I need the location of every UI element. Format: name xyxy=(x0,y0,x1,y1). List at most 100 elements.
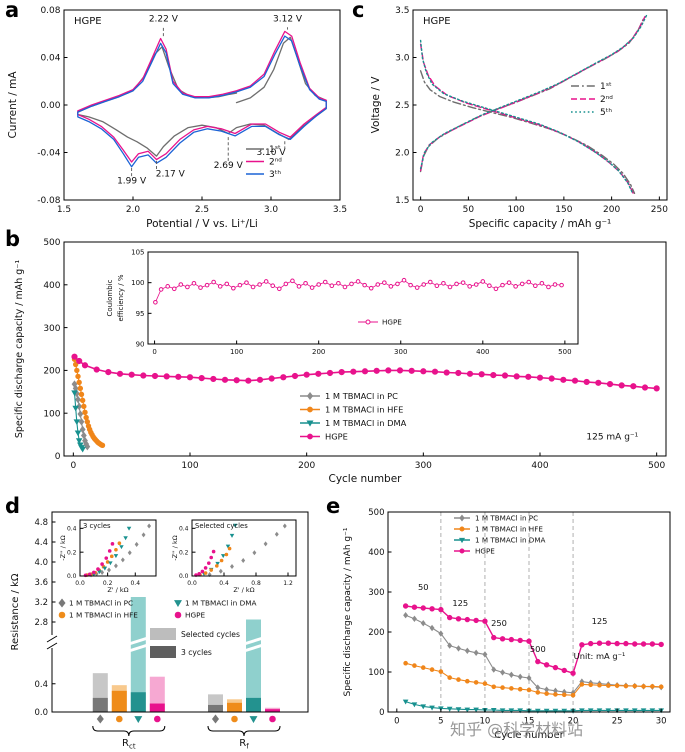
svg-text:500: 500 xyxy=(43,238,60,248)
svg-text:200: 200 xyxy=(603,205,620,215)
svg-text:1 M TBMACl in DMA: 1 M TBMACl in DMA xyxy=(185,599,257,608)
svg-text:200: 200 xyxy=(298,461,315,471)
svg-text:0.4: 0.4 xyxy=(179,526,189,533)
svg-text:500: 500 xyxy=(558,348,571,356)
svg-text:3.2: 3.2 xyxy=(34,598,48,608)
svg-text:100: 100 xyxy=(131,279,144,287)
svg-text:3ᵗʰ: 3ᵗʰ xyxy=(269,170,281,180)
panel-label-d: d xyxy=(5,494,21,518)
svg-text:125 mA g⁻¹: 125 mA g⁻¹ xyxy=(586,433,638,443)
svg-text:3.12 V: 3.12 V xyxy=(273,14,303,24)
svg-text:1 M TBMACl in DMA: 1 M TBMACl in DMA xyxy=(475,536,546,545)
svg-text:Rct: Rct xyxy=(122,738,136,751)
svg-text:1 M TBMACl in HFE: 1 M TBMACl in HFE xyxy=(69,611,138,620)
svg-text:1ˢᵗ: 1ˢᵗ xyxy=(600,82,612,92)
svg-text:400: 400 xyxy=(531,461,548,471)
svg-text:-0.08: -0.08 xyxy=(37,196,61,206)
svg-text:2.0: 2.0 xyxy=(126,205,141,215)
cycling-performance-chart-panel-b: 0 100 200 300 400 500 0 100 200 300 400 500 Cycle nu… xyxy=(14,238,667,485)
svg-text:Coulombic: Coulombic xyxy=(106,279,114,316)
svg-text:1.2: 1.2 xyxy=(283,580,293,587)
svg-text:500: 500 xyxy=(530,644,546,654)
svg-text:2ⁿᵈ: 2ⁿᵈ xyxy=(600,95,613,105)
svg-text:-0.04: -0.04 xyxy=(37,149,61,159)
svg-text:100: 100 xyxy=(43,409,60,419)
svg-text:200: 200 xyxy=(43,367,60,377)
svg-text:Resistance / kΩ: Resistance / kΩ xyxy=(10,573,21,650)
svg-text:100: 100 xyxy=(181,461,198,471)
svg-text:4.8: 4.8 xyxy=(34,518,48,528)
svg-text:1 M TBMACl in PC: 1 M TBMACl in PC xyxy=(69,599,133,608)
svg-text:250: 250 xyxy=(651,205,668,215)
svg-text:1.5: 1.5 xyxy=(57,205,71,215)
svg-text:500: 500 xyxy=(648,461,665,471)
svg-text:3.0: 3.0 xyxy=(395,54,410,64)
svg-text:25: 25 xyxy=(612,717,623,727)
svg-text:HGPE: HGPE xyxy=(382,318,402,327)
svg-text:95: 95 xyxy=(136,310,145,318)
svg-text:3 cycles: 3 cycles xyxy=(181,648,212,657)
svg-text:4.4: 4.4 xyxy=(34,538,48,548)
svg-text:1.99 V: 1.99 V xyxy=(117,176,147,186)
svg-text:3 cycles: 3 cycles xyxy=(83,522,111,530)
svg-text:0.2: 0.2 xyxy=(103,580,113,587)
svg-text:0: 0 xyxy=(152,348,156,356)
svg-text:1 M TBMACl in DMA: 1 M TBMACl in DMA xyxy=(325,418,407,428)
svg-text:2.5: 2.5 xyxy=(395,101,409,111)
svg-text:300: 300 xyxy=(415,461,432,471)
svg-text:400: 400 xyxy=(476,348,489,356)
panel-label-a: a xyxy=(5,0,20,22)
svg-text:Z' / kΩ: Z' / kΩ xyxy=(233,586,254,594)
svg-text:100: 100 xyxy=(230,348,243,356)
resistance-bar-chart-panel-d: 2.8 3.2 3.6 4.0 4.4 4.8 0.0 0.4 Resistance / kΩ R… xyxy=(10,511,309,751)
svg-text:Rf: Rf xyxy=(239,738,249,751)
svg-text:Selected cycles: Selected cycles xyxy=(195,522,248,530)
svg-text:2.5: 2.5 xyxy=(195,205,209,215)
svg-text:Specific discharge capacity /: Specific discharge capacity / mAh g⁻¹ xyxy=(343,527,353,696)
svg-text:efficiency / %: efficiency / % xyxy=(117,274,125,321)
svg-text:HGPE: HGPE xyxy=(423,16,451,27)
svg-text:5ᵗʰ: 5ᵗʰ xyxy=(600,108,612,118)
svg-text:5: 5 xyxy=(438,717,443,727)
svg-text:0.08: 0.08 xyxy=(40,6,60,16)
svg-text:200: 200 xyxy=(368,628,384,638)
svg-text:2.69 V: 2.69 V xyxy=(214,161,244,171)
svg-text:0: 0 xyxy=(70,461,76,471)
watermark: 知乎 @科学材料站 xyxy=(450,720,584,739)
svg-text:2.22 V: 2.22 V xyxy=(149,14,179,24)
svg-text:250: 250 xyxy=(491,618,507,628)
svg-text:50: 50 xyxy=(418,582,429,592)
svg-text:30: 30 xyxy=(656,717,667,727)
svg-text:Unit: mA g⁻¹: Unit: mA g⁻¹ xyxy=(574,651,626,661)
svg-text:2.17 V: 2.17 V xyxy=(156,169,186,179)
panel-label-b: b xyxy=(5,227,21,251)
svg-text:200: 200 xyxy=(312,348,325,356)
svg-text:0: 0 xyxy=(418,205,424,215)
svg-text:Current / mA: Current / mA xyxy=(7,71,19,139)
svg-text:125: 125 xyxy=(452,598,468,608)
svg-text:1.5: 1.5 xyxy=(395,196,409,206)
cv-chart-panel-a: 1.5 2.0 2.5 3.0 3.5 -0.08 -0.04 0.00 0.04 0.08 Pot… xyxy=(7,6,347,230)
svg-text:0.2: 0.2 xyxy=(67,549,77,556)
svg-text:125: 125 xyxy=(592,616,608,626)
svg-text:1 M TBMACl in HFE: 1 M TBMACl in HFE xyxy=(325,404,403,414)
svg-text:20: 20 xyxy=(568,717,579,727)
svg-text:0.0: 0.0 xyxy=(34,708,48,718)
svg-text:Potential / V vs. Li⁺/Li: Potential / V vs. Li⁺/Li xyxy=(146,218,258,230)
panel-label-c: c xyxy=(352,0,365,22)
svg-text:0.2: 0.2 xyxy=(179,549,189,556)
svg-text:-Z'' / kΩ: -Z'' / kΩ xyxy=(59,535,67,560)
svg-text:3.6: 3.6 xyxy=(34,578,48,588)
svg-text:105: 105 xyxy=(131,249,144,257)
svg-text:100: 100 xyxy=(368,668,384,678)
svg-text:HGPE: HGPE xyxy=(325,431,348,441)
svg-text:Z' / kΩ: Z' / kΩ xyxy=(107,586,128,594)
svg-text:2.0: 2.0 xyxy=(395,149,410,159)
svg-text:Cycle number: Cycle number xyxy=(328,473,402,485)
svg-text:0.4: 0.4 xyxy=(130,580,140,587)
svg-text:300: 300 xyxy=(368,588,384,598)
svg-text:0.4: 0.4 xyxy=(219,580,229,587)
svg-text:0.0: 0.0 xyxy=(67,573,77,580)
panel-label-e: e xyxy=(326,494,341,518)
